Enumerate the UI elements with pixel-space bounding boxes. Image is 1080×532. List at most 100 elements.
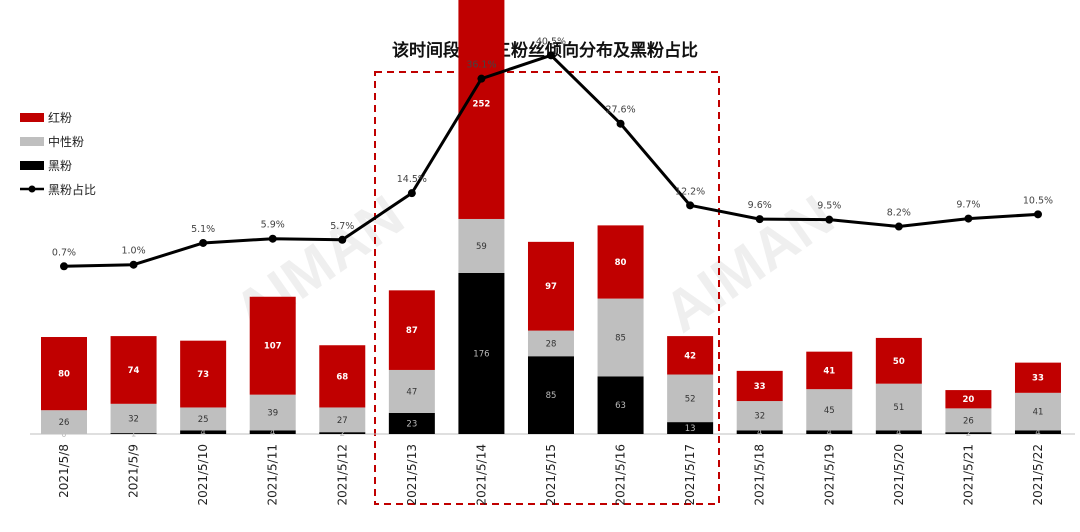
bar-segment [806, 351, 853, 390]
bar-value-label: 27 [337, 416, 348, 426]
bar-segment [458, 272, 505, 434]
bar-segment [458, 0, 505, 219]
ratio-point [477, 74, 486, 83]
bar-segment [388, 369, 435, 413]
bar-segment [41, 337, 87, 411]
bar-value-label: 42 [684, 351, 696, 361]
bar-segment [875, 383, 922, 431]
bar-segment [249, 430, 296, 434]
ratio-value-label: 10.5% [1023, 195, 1053, 206]
bar-segment [736, 401, 783, 431]
ratio-point [616, 119, 625, 128]
x-tick-label: 2021/5/20 [892, 444, 906, 506]
ratio-value-label: 9.6% [748, 200, 772, 211]
bar-segment [110, 336, 157, 404]
bar-value-label: 85 [546, 391, 557, 401]
bar-value-label: 63 [615, 401, 626, 411]
bar-value-label: 0 [61, 430, 66, 440]
ratio-value-label: 9.7% [956, 200, 980, 211]
bar-segment [1014, 362, 1061, 393]
bar-value-label: 23 [406, 419, 417, 429]
ratio-point [129, 260, 138, 269]
bar-value-label: 1 [131, 430, 136, 440]
bar-value-label: 45 [824, 406, 835, 416]
bar-segment [180, 407, 227, 431]
x-tick-label: 2021/5/11 [266, 444, 280, 506]
bar-segment [249, 394, 296, 431]
legend-label-red: 红粉 [48, 110, 72, 125]
bar-segment [667, 336, 714, 375]
ratio-value-label: 40.5% [536, 36, 566, 47]
ratio-value-label: 9.5% [817, 201, 841, 212]
bar-value-label: 4 [270, 428, 275, 438]
bar-value-label: 73 [197, 370, 209, 380]
ratio-value-label: 12.2% [675, 186, 705, 197]
bar-segment [736, 430, 783, 434]
bar-value-label: 4 [827, 428, 832, 438]
bar-value-label: 97 [545, 282, 557, 292]
ratio-point [338, 235, 347, 244]
ratio-point [1033, 210, 1042, 219]
bar-value-label: 33 [754, 382, 766, 392]
bar-segment [1014, 430, 1061, 434]
bar-segment [806, 389, 853, 431]
bar-segment [110, 403, 157, 434]
bar-value-label: 25 [198, 415, 209, 425]
bar-segment [945, 390, 992, 409]
x-tick-label: 2021/5/9 [127, 444, 141, 498]
ratio-point [268, 234, 277, 243]
bar-value-label: 4 [1035, 428, 1040, 438]
bar-value-label: 80 [58, 370, 70, 380]
ratio-value-label: 5.1% [191, 224, 215, 235]
bar-segment [527, 330, 574, 357]
ratio-point [686, 201, 695, 210]
x-tick-label: 2021/5/14 [474, 444, 488, 506]
x-tick-label: 2021/5/19 [822, 444, 836, 506]
bar-value-label: 39 [267, 408, 278, 418]
bar-segment [667, 422, 714, 434]
bar-segment [597, 376, 644, 434]
bar-value-label: 4 [200, 428, 205, 438]
legend-label-neutral: 中性粉 [48, 134, 84, 149]
bar-value-label: 51 [893, 403, 904, 413]
ratio-point [964, 214, 973, 223]
bars: 0268013274425734391072276823478717659252… [41, 0, 1061, 440]
bar-segment [388, 290, 435, 370]
bar-segment [180, 340, 227, 408]
bar-value-label: 26 [963, 416, 974, 426]
bar-value-label: 59 [476, 242, 487, 252]
bar-value-label: 50 [893, 357, 905, 367]
x-tick-label: 2021/5/17 [683, 444, 697, 506]
bar-segment [806, 430, 853, 434]
x-tick-label: 2021/5/12 [335, 444, 349, 506]
bar-value-label: 4 [757, 428, 762, 438]
bar-segment [180, 430, 227, 434]
bar-segment [319, 407, 366, 433]
legend: 红粉 中性粉 黑粉 黑粉占比 [20, 110, 96, 197]
x-tick-label: 2021/5/16 [614, 444, 628, 506]
bar-segment [597, 298, 644, 377]
bar-segment [249, 296, 296, 395]
bar-value-label: 32 [754, 412, 765, 422]
ratio-value-label: 14.5% [397, 174, 427, 185]
bar-value-label: 33 [1032, 374, 1044, 384]
bar-segment [667, 374, 714, 423]
ratio-point [755, 215, 764, 224]
x-tick-labels: 2021/5/8 2021/5/9 2021/5/10 2021/5/11 2021/5… [57, 444, 1045, 506]
bar-segment [736, 370, 783, 402]
bar-value-label: 41 [823, 366, 835, 376]
bar-segment [597, 225, 644, 299]
bar-segment [110, 433, 157, 434]
bar-value-label: 52 [685, 394, 696, 404]
legend-swatch-black [20, 161, 44, 170]
bar-value-label: 68 [336, 372, 348, 382]
bar-value-label: 20 [962, 395, 974, 405]
ratio-value-label: 8.2% [887, 208, 911, 219]
ratio-point [60, 262, 68, 271]
bar-segment [458, 218, 505, 273]
bar-segment [319, 432, 366, 434]
bar-segment [945, 432, 992, 434]
bar-segment [1014, 392, 1061, 431]
bar-segment [388, 412, 435, 434]
x-tick-label: 2021/5/18 [753, 444, 767, 506]
